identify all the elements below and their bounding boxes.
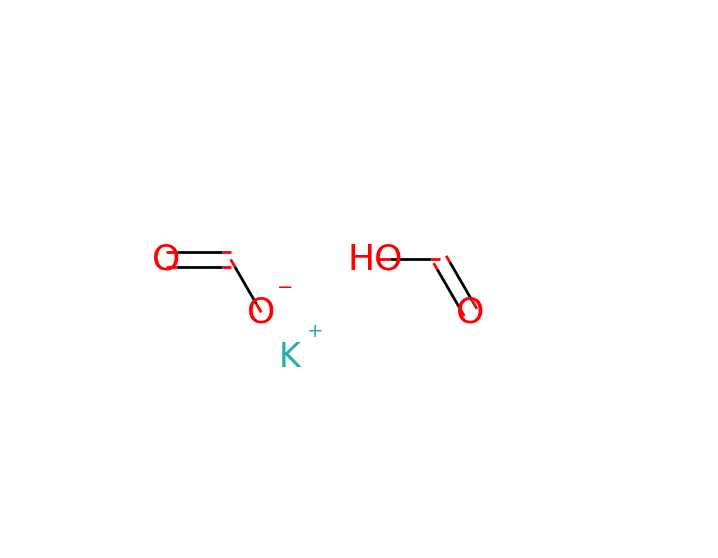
Text: +: + <box>307 323 324 341</box>
Text: O: O <box>457 296 485 329</box>
Text: K: K <box>279 340 300 374</box>
Text: HO: HO <box>348 243 404 276</box>
Text: −: − <box>277 278 294 297</box>
Text: O: O <box>152 243 181 276</box>
Text: O: O <box>247 296 276 329</box>
